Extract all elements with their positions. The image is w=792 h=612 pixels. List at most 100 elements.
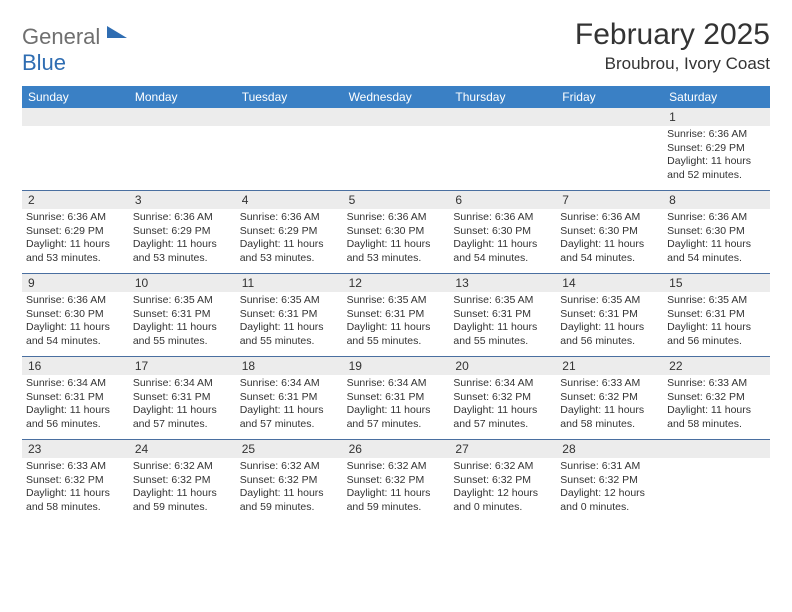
day-info: Sunrise: 6:31 AMSunset: 6:32 PMDaylight:… — [560, 460, 659, 515]
logo-text-1: General — [22, 24, 100, 49]
sunset: Sunset: 6:32 PM — [133, 474, 232, 488]
sunrise: Sunrise: 6:36 AM — [453, 211, 552, 225]
day-info: Sunrise: 6:35 AMSunset: 6:31 PMDaylight:… — [667, 294, 766, 349]
sunrise: Sunrise: 6:32 AM — [133, 460, 232, 474]
day-cell: 2Sunrise: 6:36 AMSunset: 6:29 PMDaylight… — [22, 191, 129, 273]
dow-wed: Wednesday — [343, 86, 450, 108]
week-row: 16Sunrise: 6:34 AMSunset: 6:31 PMDayligh… — [22, 356, 770, 439]
daylight: Daylight: 11 hours and 55 minutes. — [453, 321, 552, 348]
week-row: 2Sunrise: 6:36 AMSunset: 6:29 PMDaylight… — [22, 190, 770, 273]
day-cell — [663, 440, 770, 522]
sunset: Sunset: 6:31 PM — [453, 308, 552, 322]
sunset: Sunset: 6:29 PM — [26, 225, 125, 239]
day-info: Sunrise: 6:33 AMSunset: 6:32 PMDaylight:… — [26, 460, 125, 515]
day-number: 15 — [663, 274, 770, 292]
day-info: Sunrise: 6:35 AMSunset: 6:31 PMDaylight:… — [240, 294, 339, 349]
day-cell: 15 Sunrise: 6:35 AMSunset: 6:31 PMDayligh… — [663, 274, 770, 356]
sunrise: Sunrise: 6:35 AM — [453, 294, 552, 308]
dow-sun: Sunday — [22, 86, 129, 108]
sunrise: Sunrise: 6:36 AM — [560, 211, 659, 225]
sunset: Sunset: 6:30 PM — [560, 225, 659, 239]
day-number: 20 — [449, 357, 556, 375]
day-info: Sunrise: 6:36 AMSunset: 6:30 PMDaylight:… — [560, 211, 659, 266]
sunset: Sunset: 6:31 PM — [347, 308, 446, 322]
day-info: Sunrise: 6:36 AMSunset: 6:29 PMDaylight:… — [240, 211, 339, 266]
daylight: Daylight: 11 hours and 58 minutes. — [667, 404, 766, 431]
day-info: Sunrise: 6:32 AMSunset: 6:32 PMDaylight:… — [240, 460, 339, 515]
day-info: Sunrise: 6:36 AMSunset: 6:30 PMDaylight:… — [26, 294, 125, 349]
daylight: Daylight: 11 hours and 54 minutes. — [26, 321, 125, 348]
day-number: 19 — [343, 357, 450, 375]
dow-mon: Monday — [129, 86, 236, 108]
sunrise: Sunrise: 6:35 AM — [240, 294, 339, 308]
day-info: Sunrise: 6:36 AMSunset: 6:30 PMDaylight:… — [347, 211, 446, 266]
sunset: Sunset: 6:32 PM — [240, 474, 339, 488]
sunset: Sunset: 6:31 PM — [667, 308, 766, 322]
day-cell: 9 Sunrise: 6:36 AMSunset: 6:30 PMDaylight… — [22, 274, 129, 356]
logo-text-block: General Blue — [22, 24, 127, 76]
day-number — [343, 108, 450, 126]
daylight: Daylight: 11 hours and 57 minutes. — [347, 404, 446, 431]
day-number: 7 — [556, 191, 663, 209]
sunrise: Sunrise: 6:34 AM — [26, 377, 125, 391]
daylight: Daylight: 11 hours and 53 minutes. — [240, 238, 339, 265]
sunset: Sunset: 6:31 PM — [240, 391, 339, 405]
sunset: Sunset: 6:32 PM — [667, 391, 766, 405]
daylight: Daylight: 11 hours and 55 minutes. — [240, 321, 339, 348]
daylight: Daylight: 11 hours and 59 minutes. — [240, 487, 339, 514]
day-number: 27 — [449, 440, 556, 458]
day-info: Sunrise: 6:34 AMSunset: 6:31 PMDaylight:… — [26, 377, 125, 432]
day-number — [556, 108, 663, 126]
day-number — [236, 108, 343, 126]
daylight: Daylight: 11 hours and 59 minutes. — [347, 487, 446, 514]
day-number — [449, 108, 556, 126]
daylight: Daylight: 11 hours and 59 minutes. — [133, 487, 232, 514]
day-info: Sunrise: 6:36 AMSunset: 6:30 PMDaylight:… — [667, 211, 766, 266]
sunset: Sunset: 6:31 PM — [133, 391, 232, 405]
day-number: 2 — [22, 191, 129, 209]
day-number: 26 — [343, 440, 450, 458]
sunset: Sunset: 6:32 PM — [453, 391, 552, 405]
day-of-week-header: Sunday Monday Tuesday Wednesday Thursday… — [22, 86, 770, 108]
sunset: Sunset: 6:31 PM — [560, 308, 659, 322]
day-info: Sunrise: 6:32 AMSunset: 6:32 PMDaylight:… — [453, 460, 552, 515]
day-cell: 16Sunrise: 6:34 AMSunset: 6:31 PMDayligh… — [22, 357, 129, 439]
day-number: 10 — [129, 274, 236, 292]
day-cell: 17Sunrise: 6:34 AMSunset: 6:31 PMDayligh… — [129, 357, 236, 439]
daylight: Daylight: 12 hours and 0 minutes. — [453, 487, 552, 514]
daylight: Daylight: 11 hours and 52 minutes. — [667, 155, 766, 182]
day-cell: 25Sunrise: 6:32 AMSunset: 6:32 PMDayligh… — [236, 440, 343, 522]
day-number: 23 — [22, 440, 129, 458]
day-info: Sunrise: 6:34 AMSunset: 6:32 PMDaylight:… — [453, 377, 552, 432]
day-number: 3 — [129, 191, 236, 209]
sunset: Sunset: 6:30 PM — [667, 225, 766, 239]
day-cell — [129, 108, 236, 190]
sunrise: Sunrise: 6:32 AM — [347, 460, 446, 474]
daylight: Daylight: 11 hours and 55 minutes. — [133, 321, 232, 348]
day-number: 13 — [449, 274, 556, 292]
week-row: 23Sunrise: 6:33 AMSunset: 6:32 PMDayligh… — [22, 439, 770, 522]
day-cell: 8Sunrise: 6:36 AMSunset: 6:30 PMDaylight… — [663, 191, 770, 273]
day-number: 1 — [663, 108, 770, 126]
day-cell: 22Sunrise: 6:33 AMSunset: 6:32 PMDayligh… — [663, 357, 770, 439]
day-info: Sunrise: 6:35 AMSunset: 6:31 PMDaylight:… — [560, 294, 659, 349]
dow-thu: Thursday — [449, 86, 556, 108]
day-number: 9 — [22, 274, 129, 292]
logo-triangle-icon — [107, 26, 127, 38]
sunrise: Sunrise: 6:34 AM — [133, 377, 232, 391]
header: General Blue February 2025 Broubrou, Ivo… — [22, 18, 770, 76]
day-cell — [449, 108, 556, 190]
day-cell — [22, 108, 129, 190]
sunset: Sunset: 6:32 PM — [560, 391, 659, 405]
day-cell: 14Sunrise: 6:35 AMSunset: 6:31 PMDayligh… — [556, 274, 663, 356]
sunrise: Sunrise: 6:36 AM — [667, 128, 766, 142]
sunrise: Sunrise: 6:33 AM — [26, 460, 125, 474]
location: Broubrou, Ivory Coast — [575, 54, 770, 74]
daylight: Daylight: 11 hours and 56 minutes. — [560, 321, 659, 348]
sunset: Sunset: 6:29 PM — [133, 225, 232, 239]
sunset: Sunset: 6:32 PM — [560, 474, 659, 488]
sunset: Sunset: 6:31 PM — [26, 391, 125, 405]
daylight: Daylight: 12 hours and 0 minutes. — [560, 487, 659, 514]
day-info: Sunrise: 6:32 AMSunset: 6:32 PMDaylight:… — [133, 460, 232, 515]
day-cell: 18Sunrise: 6:34 AMSunset: 6:31 PMDayligh… — [236, 357, 343, 439]
